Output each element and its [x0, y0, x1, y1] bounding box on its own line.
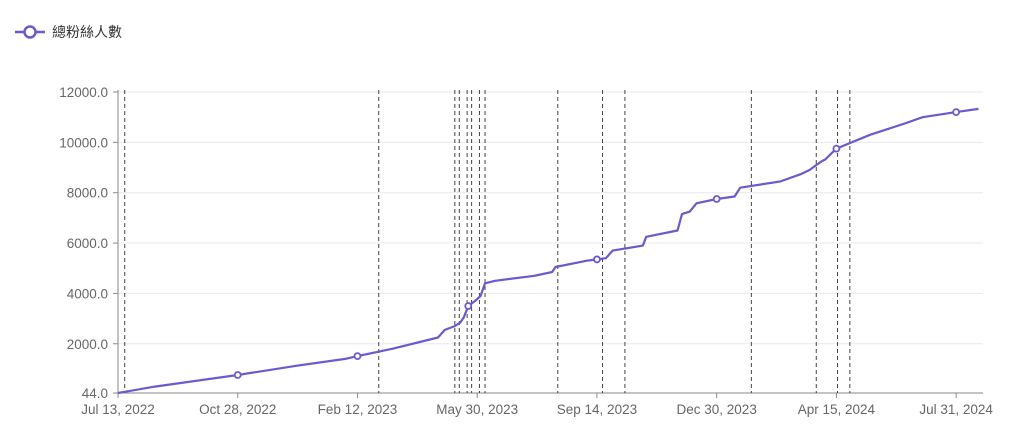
y-tick-label: 8000.0 [67, 186, 108, 201]
legend-label: 總粉絲人數 [52, 25, 122, 41]
x-tick-label: Oct 28, 2022 [199, 402, 276, 417]
y-tick-label: 12000.0 [59, 85, 108, 100]
x-tick-label: Jul 13, 2022 [81, 402, 155, 417]
x-tick-label: Feb 12, 2023 [318, 402, 398, 417]
x-tick-label: Dec 30, 2023 [677, 402, 757, 417]
legend-item[interactable]: 總粉絲人數 [14, 22, 122, 42]
y-tick-label: 6000.0 [67, 236, 108, 251]
data-point [952, 108, 961, 117]
x-tick-label: May 30, 2023 [436, 402, 518, 417]
data-point [233, 371, 242, 379]
y-tick-label: 4000.0 [67, 286, 108, 301]
data-point [464, 302, 473, 310]
x-tick-label: Sep 14, 2023 [557, 402, 637, 417]
data-point [593, 255, 601, 264]
y-tick-label: 44.0 [82, 386, 108, 401]
series-line [117, 107, 979, 395]
data-point [832, 144, 841, 153]
y-tick-label: 2000.0 [67, 337, 108, 352]
circle-line-icon [15, 25, 45, 39]
data-point [712, 195, 721, 203]
y-tick-label: 10000.0 [59, 135, 108, 150]
x-tick-label: Apr 15, 2024 [798, 402, 876, 417]
data-point [353, 352, 362, 360]
x-tick-label: Jul 31, 2024 [919, 402, 993, 417]
